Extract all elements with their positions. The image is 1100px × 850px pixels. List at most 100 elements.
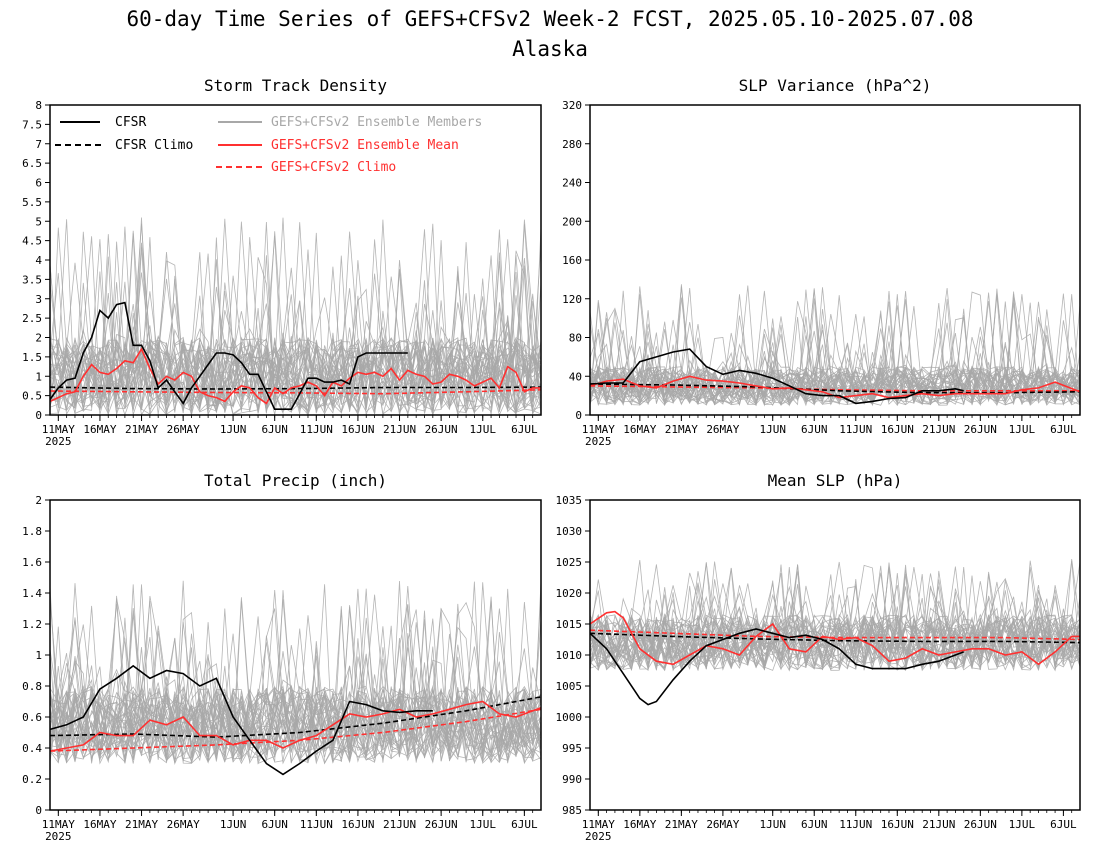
y-tick-label: 4 xyxy=(35,254,42,267)
x-tick-label: 26JUN xyxy=(425,818,458,831)
y-tick-label: 1.5 xyxy=(22,351,42,364)
x-year-label: 2025 xyxy=(45,830,72,843)
y-tick-label: 5.5 xyxy=(22,196,42,209)
x-tick-label: 1JUN xyxy=(220,423,247,436)
legend-label-mean: GEFS+CFSv2 Ensemble Mean xyxy=(271,138,459,153)
y-tick-label: 120 xyxy=(562,293,582,306)
x-tick-label: 6JUN xyxy=(261,818,288,831)
x-tick-label: 26MAY xyxy=(706,423,739,436)
y-tick-label: 1005 xyxy=(556,680,583,693)
panel-title: Total Precip (inch) xyxy=(204,471,387,490)
ensemble-member-line xyxy=(590,560,1080,671)
series-gefs-cfsv2-ensemble-mean xyxy=(589,610,1080,666)
ensemble-member-line xyxy=(590,566,1080,671)
ensemble-member-line xyxy=(50,219,541,415)
y-tick-label: 7 xyxy=(35,138,42,151)
ensemble-member-line xyxy=(50,240,541,415)
y-tick-label: 990 xyxy=(562,773,582,786)
ensemble-member-line xyxy=(590,301,1080,406)
y-tick-label: 1 xyxy=(35,649,42,662)
x-tick-label: 21MAY xyxy=(125,818,158,831)
series-cfsr-climo xyxy=(49,696,542,738)
y-tick-label: 1015 xyxy=(556,618,583,631)
x-tick-label: 26JUN xyxy=(425,423,458,436)
x-tick-label: 11JUN xyxy=(839,423,872,436)
y-tick-label: 40 xyxy=(569,370,582,383)
ensemble-member-line xyxy=(50,221,541,415)
panel-0: Storm Track Density 0 0.5 1 1.5 2 2.5 3 3.5 4 4.5 5… xyxy=(22,76,542,448)
ensemble-member-line xyxy=(590,567,1080,671)
y-tick-label: 0.6 xyxy=(22,711,42,724)
y-tick-label: 2 xyxy=(35,494,42,507)
x-year-label: 2025 xyxy=(585,435,612,448)
ensemble-member-line xyxy=(50,588,541,763)
x-tick-label: 21JUN xyxy=(922,423,955,436)
x-tick-label: 1JUL xyxy=(1009,818,1036,831)
series-cfsr xyxy=(589,628,964,706)
legend-label-members: GEFS+CFSv2 Ensemble Members xyxy=(271,115,482,130)
y-tick-label: 2.5 xyxy=(22,312,42,325)
series-cfsr xyxy=(589,348,964,405)
y-tick-label: 6.5 xyxy=(22,157,42,170)
ensemble-member-line xyxy=(50,663,541,764)
ensemble-member-line xyxy=(50,598,541,763)
x-tick-label: 1JUL xyxy=(1009,423,1036,436)
x-tick-label: 6JUN xyxy=(801,818,828,831)
ensemble-members xyxy=(590,284,1080,407)
y-tick-label: 7.5 xyxy=(22,118,42,131)
plot-frame xyxy=(589,104,1081,416)
x-tick-label: 16JUN xyxy=(341,818,374,831)
x-tick-label: 6JUN xyxy=(801,423,828,436)
ensemble-member-line xyxy=(50,622,541,761)
ensemble-members xyxy=(50,217,541,415)
y-tick-label: 8 xyxy=(35,99,42,112)
y-tick-label: 4.5 xyxy=(22,235,42,248)
series-cfsr xyxy=(49,664,433,776)
x-tick-label: 21MAY xyxy=(125,423,158,436)
ensemble-member-line xyxy=(50,217,541,415)
x-tick-label: 21JUN xyxy=(383,423,416,436)
x-tick-label: 11JUN xyxy=(839,818,872,831)
y-tick-label: 1000 xyxy=(556,711,583,724)
x-tick-label: 6JUL xyxy=(1050,818,1077,831)
ensemble-member-line xyxy=(590,559,1080,668)
y-tick-label: 1030 xyxy=(556,525,583,538)
x-tick-label: 16MAY xyxy=(83,818,116,831)
panels: Storm Track Density 0 0.5 1 1.5 2 2.5 3 3.5 4 4.5 5… xyxy=(22,76,1081,843)
series-cfsr xyxy=(49,301,408,411)
x-tick-label: 11JUN xyxy=(300,423,333,436)
ensemble-member-line xyxy=(590,286,1080,406)
y-tick-label: 1035 xyxy=(556,494,583,507)
y-tick-label: 0 xyxy=(575,409,582,422)
ensemble-member-line xyxy=(590,287,1080,407)
ensemble-member-line xyxy=(590,323,1080,406)
y-tick-label: 2 xyxy=(35,332,42,345)
panel-title: Mean SLP (hPa) xyxy=(768,471,903,490)
x-tick-label: 16JUN xyxy=(341,423,374,436)
y-tick-label: 0.4 xyxy=(22,742,42,755)
y-tick-label: 1.4 xyxy=(22,587,42,600)
ensemble-member-line xyxy=(50,226,541,415)
ensemble-member-line xyxy=(590,365,1080,407)
y-tick-label: 1 xyxy=(35,370,42,383)
x-tick-label: 26JUN xyxy=(964,818,997,831)
ensemble-member-line xyxy=(50,257,541,415)
y-tick-label: 0.5 xyxy=(22,390,42,403)
x-tick-label: 16MAY xyxy=(83,423,116,436)
x-tick-label: 1JUN xyxy=(220,818,247,831)
x-tick-label: 26MAY xyxy=(167,423,200,436)
y-tick-label: 3.5 xyxy=(22,273,42,286)
series-cfsr-climo xyxy=(589,632,1081,644)
x-tick-label: 26JUN xyxy=(964,423,997,436)
x-tick-label: 1JUL xyxy=(469,423,496,436)
y-tick-label: 1.6 xyxy=(22,556,42,569)
series-gefs-cfsv2-ensemble-mean xyxy=(49,700,542,752)
ensemble-member-line xyxy=(50,239,541,414)
x-tick-label: 11MAY xyxy=(582,818,615,831)
ensemble-member-line xyxy=(590,563,1080,672)
x-tick-label: 11MAY xyxy=(42,818,75,831)
x-tick-label: 16JUN xyxy=(881,818,914,831)
x-tick-label: 21MAY xyxy=(665,423,698,436)
ensemble-member-line xyxy=(50,580,541,762)
